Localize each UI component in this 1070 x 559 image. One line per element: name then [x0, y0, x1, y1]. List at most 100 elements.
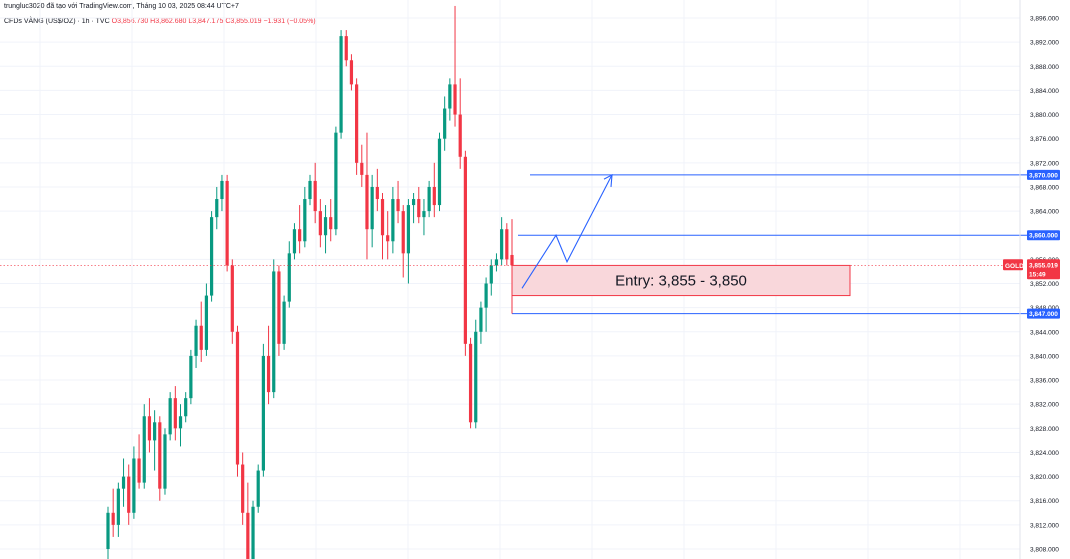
- candle: [344, 30, 348, 67]
- candle-body: [106, 512, 110, 549]
- price-tick-label: 3,812.000: [1030, 522, 1059, 529]
- candle-body: [153, 422, 157, 441]
- candle-body: [334, 132, 338, 230]
- candle: [432, 162, 436, 218]
- candle: [303, 186, 307, 248]
- candle-body: [355, 84, 359, 163]
- price-tick-label: 3,896.000: [1030, 16, 1059, 23]
- candle-body: [246, 512, 250, 559]
- candle: [204, 283, 209, 356]
- symbol-ohlc-line: CFDs VÀNG (US$/OZ) · 1h · TVC O3,856.730…: [4, 18, 316, 25]
- candle: [360, 144, 364, 187]
- candle-body: [432, 186, 436, 206]
- candle-body: [292, 229, 297, 254]
- candle: [453, 5, 457, 127]
- grid: [0, 0, 1020, 559]
- candle: [184, 392, 188, 423]
- candle: [153, 410, 157, 471]
- candle-body: [189, 355, 193, 399]
- candle-body: [489, 265, 493, 284]
- candle: [220, 174, 224, 212]
- candle: [463, 150, 467, 356]
- candle: [147, 398, 152, 453]
- candle: [411, 193, 416, 224]
- price-tick-label: 3,844.000: [1030, 329, 1059, 336]
- candle: [370, 174, 374, 248]
- level-price-tag: [1027, 169, 1060, 180]
- candle-body: [272, 271, 276, 393]
- candle-body: [313, 180, 317, 212]
- price-tick-label: 3,880.000: [1030, 112, 1059, 119]
- candle: [401, 205, 405, 278]
- countdown-label: 15:49: [1029, 271, 1046, 278]
- candles: [106, 5, 514, 559]
- candle-body: [220, 180, 224, 200]
- candle: [137, 434, 141, 489]
- candle-body: [241, 464, 245, 513]
- candle: [199, 301, 203, 362]
- candle: [292, 223, 297, 260]
- level-price-tag: [1027, 308, 1060, 319]
- ohlc-high: H3,862.680: [150, 18, 187, 25]
- candle: [479, 301, 483, 344]
- price-tick-label: 3,824.000: [1030, 450, 1059, 457]
- current-price-label: 3,855.019: [1029, 262, 1058, 269]
- projection-path: [521, 174, 613, 289]
- candle-body: [370, 186, 374, 230]
- candle: [489, 259, 493, 296]
- price-axis[interactable]: 3,896.000 3,892.000 3,888.000 3,884.000 3,88…: [1003, 0, 1060, 559]
- candle: [241, 452, 245, 525]
- candle: [500, 217, 504, 266]
- candle: [386, 211, 390, 260]
- candle-body: [178, 416, 183, 429]
- ohlc-change: −1.931 (−0.05%): [263, 18, 316, 25]
- candle: [158, 416, 162, 501]
- candle: [235, 325, 240, 477]
- candle: [484, 277, 488, 332]
- ohlc-open: O3,856.730: [111, 18, 149, 25]
- candle: [313, 162, 317, 224]
- price-tick-label: 3,816.000: [1030, 498, 1059, 505]
- price-tick-label: 3,892.000: [1030, 40, 1059, 47]
- candle-body: [411, 199, 416, 206]
- candle-body: [282, 301, 286, 344]
- candle-body: [127, 476, 131, 513]
- candle: [215, 186, 219, 230]
- candle-body: [474, 331, 478, 423]
- candle-body: [266, 355, 271, 393]
- price-tick-label: 3,808.000: [1030, 547, 1059, 554]
- candle: [365, 132, 369, 260]
- level-price-tag: [1027, 230, 1060, 241]
- candle: [142, 404, 146, 489]
- price-tick-label: 3,876.000: [1030, 136, 1059, 143]
- candle-body: [308, 180, 312, 200]
- candle-body: [209, 217, 214, 296]
- candle-body: [386, 235, 390, 242]
- candle-body: [158, 422, 162, 489]
- candle: [298, 205, 302, 254]
- drawings[interactable]: Entry: 3,855 - 3,850: [0, 173, 1027, 315]
- candle-body: [142, 416, 146, 483]
- candle-body: [427, 186, 431, 212]
- candle-body: [365, 174, 369, 230]
- candle-body: [380, 199, 385, 236]
- candle: [230, 259, 234, 344]
- candle: [448, 78, 452, 121]
- candle: [272, 259, 276, 399]
- candle-body: [277, 271, 281, 344]
- level-price-tag-label: 3,870.000: [1029, 172, 1058, 179]
- price-tick-label: 3,872.000: [1030, 160, 1059, 167]
- candle: [494, 253, 499, 272]
- candle-body: [261, 355, 265, 471]
- candle-body: [132, 458, 136, 513]
- level-price-tag-label: 3,847.000: [1029, 311, 1058, 318]
- candle: [355, 78, 359, 175]
- candle-body: [168, 398, 172, 435]
- candle-body: [437, 138, 442, 206]
- candle-body: [318, 211, 322, 236]
- symbol-name[interactable]: CFDs VÀNG (US$/OZ) · 1h · TVC: [4, 18, 110, 25]
- candle-body: [287, 253, 291, 302]
- candle: [396, 180, 400, 224]
- candle-body: [235, 331, 240, 465]
